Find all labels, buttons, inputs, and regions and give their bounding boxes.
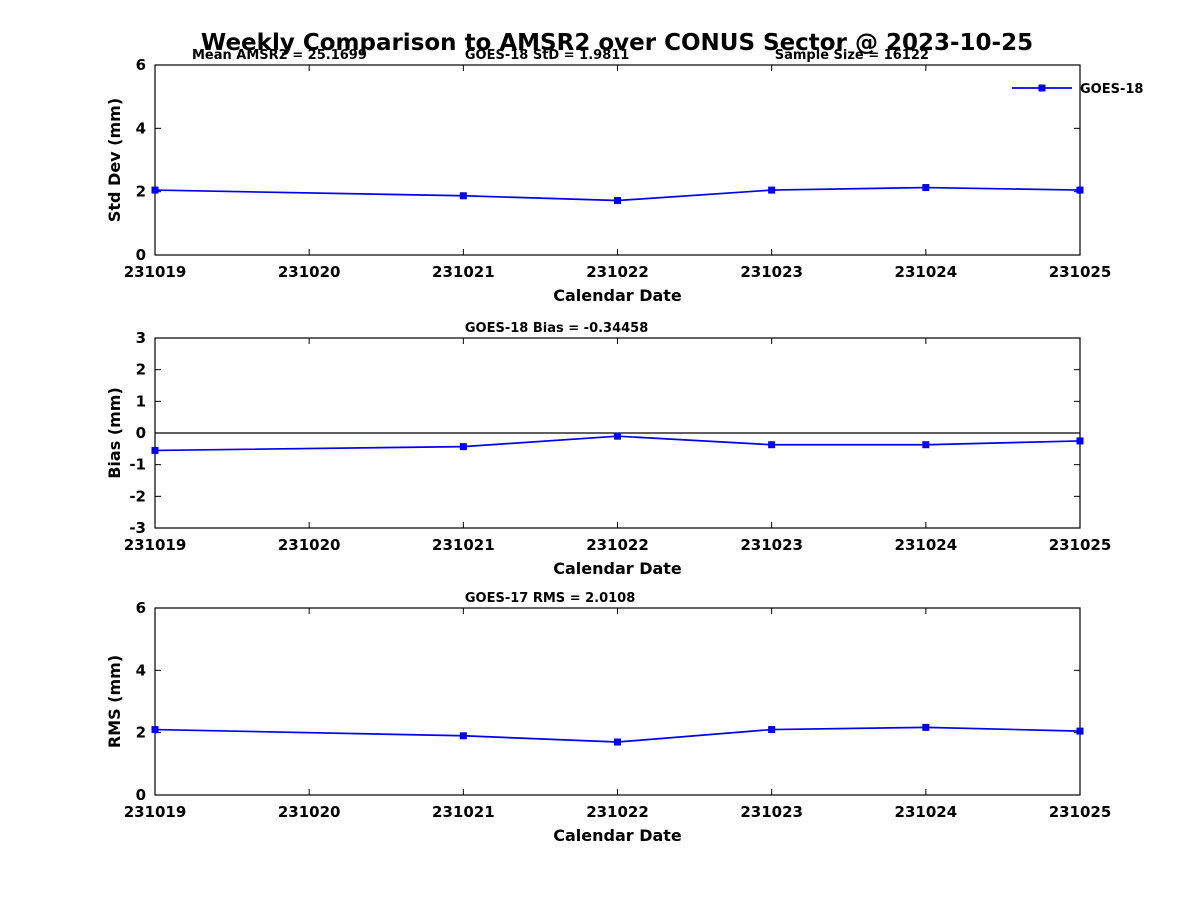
legend-marker	[1038, 84, 1046, 92]
figure-title: Weekly Comparison to AMSR2 over CONUS Se…	[200, 30, 1034, 56]
y-tick-label: 6	[136, 599, 146, 617]
y-tick-label: 2	[136, 724, 146, 742]
x-tick-label: 231020	[278, 536, 341, 554]
chart-annotation: GOES-17 RMS = 2.0108	[465, 591, 635, 606]
data-point-marker	[1076, 186, 1084, 194]
x-tick-label: 231024	[895, 263, 958, 281]
data-line	[154, 435, 1081, 452]
x-tick-label: 231021	[432, 536, 495, 554]
data-point-marker	[768, 186, 776, 194]
data-point-marker	[151, 186, 159, 194]
data-point-marker	[459, 443, 467, 451]
chart-annotation: Mean AMSR2 = 25.1699	[192, 48, 367, 63]
x-tick-label: 231022	[586, 803, 649, 821]
x-tick-label: 231019	[124, 536, 187, 554]
data-point-marker	[768, 441, 776, 449]
y-tick-label: 0	[136, 246, 146, 264]
data-point-marker	[768, 726, 776, 734]
x-axis-label: Calendar Date	[553, 559, 682, 578]
data-point-marker	[922, 184, 930, 192]
y-tick-label: 4	[136, 119, 146, 137]
data-point-marker	[151, 726, 159, 734]
data-line	[154, 186, 1081, 202]
y-tick-label: -3	[129, 519, 146, 537]
data-point-marker	[459, 192, 467, 200]
x-tick-label: 231020	[278, 803, 341, 821]
y-tick-label: 0	[136, 424, 146, 442]
y-tick-label: -2	[129, 487, 146, 505]
y-tick-label: 6	[136, 56, 146, 74]
x-axis-label: Calendar Date	[553, 826, 682, 845]
data-point-marker	[922, 441, 930, 449]
data-point-marker	[1076, 437, 1084, 445]
chart-annotation: Sample Size = 16122	[775, 48, 929, 63]
x-tick-label: 231021	[432, 263, 495, 281]
y-axis-label: Bias (mm)	[105, 387, 124, 479]
chart-annotation: GOES-18 Bias = -0.34458	[465, 321, 648, 336]
x-tick-label: 231023	[740, 536, 803, 554]
x-tick-label: 231023	[740, 803, 803, 821]
y-tick-label: 1	[136, 392, 146, 410]
chart-annotation: GOES-18 StD = 1.9811	[465, 48, 629, 63]
x-tick-label: 231025	[1049, 803, 1112, 821]
x-tick-label: 231020	[278, 263, 341, 281]
data-point-marker	[1076, 727, 1084, 735]
y-axis-label: Std Dev (mm)	[105, 98, 124, 222]
data-point-marker	[614, 738, 621, 746]
x-tick-label: 231024	[895, 536, 958, 554]
plot-box	[154, 64, 1081, 256]
data-point-marker	[459, 732, 467, 740]
x-tick-label: 231024	[895, 803, 958, 821]
plot-box	[154, 607, 1081, 796]
x-tick-label: 231022	[586, 536, 649, 554]
x-tick-label: 231022	[586, 263, 649, 281]
y-axis-label: RMS (mm)	[105, 655, 124, 748]
y-tick-label: 4	[136, 661, 146, 679]
x-axis-label: Calendar Date	[553, 286, 682, 305]
x-tick-label: 231019	[124, 803, 187, 821]
data-point-marker	[614, 432, 621, 440]
y-tick-label: 2	[136, 361, 146, 379]
legend-label: GOES-18	[1080, 82, 1143, 97]
data-line	[154, 726, 1081, 743]
y-tick-label: -1	[129, 456, 146, 474]
data-point-marker	[151, 446, 159, 454]
x-tick-label: 231019	[124, 263, 187, 281]
y-tick-label: 3	[136, 329, 146, 347]
data-point-marker	[922, 723, 930, 731]
data-point-marker	[614, 197, 621, 205]
y-tick-label: 2	[136, 183, 146, 201]
x-tick-label: 231023	[740, 263, 803, 281]
x-tick-label: 231025	[1049, 536, 1112, 554]
x-tick-label: 231025	[1049, 263, 1112, 281]
y-tick-label: 0	[136, 786, 146, 804]
x-tick-label: 231021	[432, 803, 495, 821]
